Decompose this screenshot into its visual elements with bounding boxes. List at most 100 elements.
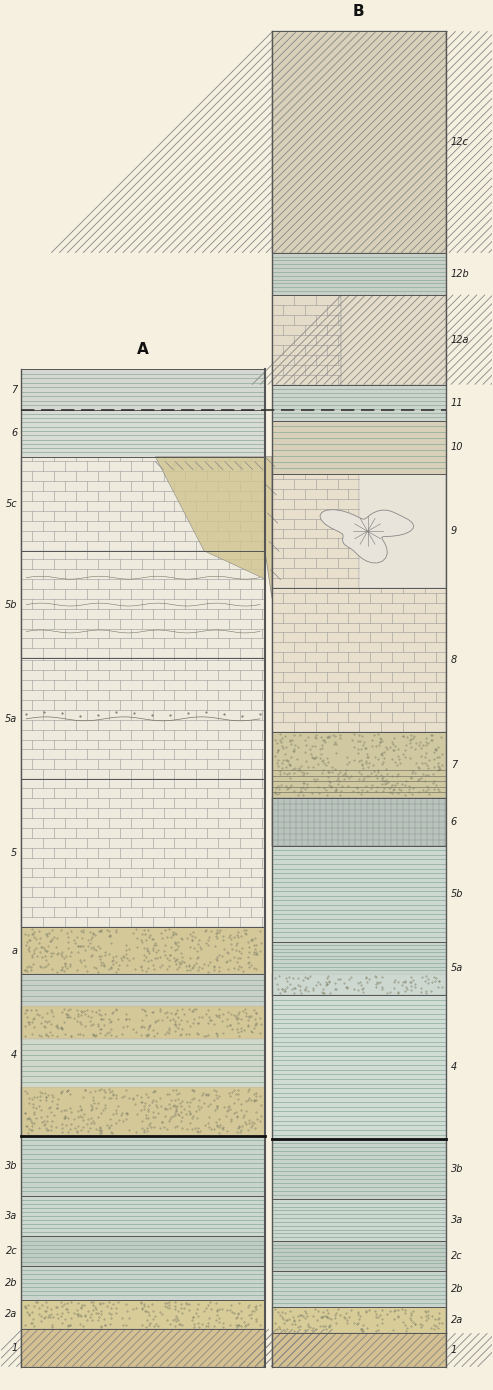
- Point: [174, 934, 182, 956]
- Point: [79, 922, 87, 944]
- Point: [430, 777, 438, 799]
- Point: [123, 1300, 131, 1322]
- Point: [92, 958, 100, 980]
- Point: [234, 958, 242, 980]
- Point: [398, 973, 406, 995]
- Point: [97, 1102, 105, 1125]
- Point: [245, 1312, 252, 1334]
- Point: [201, 1093, 209, 1115]
- Point: [271, 966, 279, 988]
- Point: [357, 974, 365, 997]
- Point: [414, 769, 422, 791]
- Point: [170, 1094, 178, 1116]
- Point: [210, 1315, 218, 1337]
- Point: [185, 955, 193, 977]
- Point: [189, 1080, 197, 1102]
- Point: [213, 1304, 221, 1326]
- Point: [66, 1083, 74, 1105]
- Point: [32, 999, 39, 1022]
- Point: [407, 1315, 415, 1337]
- Point: [431, 1308, 439, 1330]
- Point: [204, 1294, 212, 1316]
- Point: [325, 726, 333, 748]
- Point: [174, 1017, 182, 1040]
- Point: [26, 1093, 34, 1115]
- Point: [389, 738, 397, 760]
- Point: [291, 734, 299, 756]
- Point: [146, 1112, 154, 1134]
- Point: [255, 1084, 263, 1106]
- Text: 3b: 3b: [5, 1161, 17, 1170]
- Point: [166, 1108, 174, 1130]
- Point: [252, 1002, 260, 1024]
- Point: [252, 1311, 260, 1333]
- Point: [92, 1026, 100, 1048]
- Point: [368, 728, 376, 751]
- Point: [43, 1105, 51, 1127]
- Point: [407, 728, 415, 751]
- Point: [149, 937, 157, 959]
- Point: [351, 735, 358, 758]
- Point: [96, 1116, 104, 1138]
- Point: [286, 755, 294, 777]
- Point: [416, 731, 424, 753]
- Point: [35, 1118, 43, 1140]
- Point: [77, 1305, 85, 1327]
- Point: [161, 934, 169, 956]
- Point: [140, 949, 148, 972]
- Text: 5b: 5b: [5, 599, 17, 610]
- Point: [319, 977, 327, 999]
- Text: 2c: 2c: [6, 1245, 17, 1257]
- Point: [423, 755, 431, 777]
- Point: [429, 771, 437, 794]
- Point: [237, 924, 245, 947]
- Point: [274, 1301, 282, 1323]
- Point: [252, 1012, 260, 1034]
- Point: [58, 955, 66, 977]
- Point: [164, 1001, 172, 1023]
- Point: [101, 1080, 108, 1102]
- Point: [250, 1090, 258, 1112]
- Point: [204, 1312, 212, 1334]
- Point: [213, 1095, 221, 1118]
- Point: [240, 1104, 248, 1126]
- Point: [152, 1094, 160, 1116]
- Point: [27, 959, 35, 981]
- Point: [83, 1113, 91, 1136]
- Point: [239, 1105, 246, 1127]
- Point: [215, 1311, 223, 1333]
- Point: [189, 1012, 197, 1034]
- Point: [195, 1088, 203, 1111]
- Point: [250, 1016, 258, 1038]
- Point: [125, 1308, 133, 1330]
- Point: [163, 1297, 171, 1319]
- Point: [27, 999, 35, 1022]
- Point: [105, 1291, 113, 1314]
- Point: [36, 927, 44, 949]
- Point: [435, 780, 443, 802]
- Point: [101, 1081, 109, 1104]
- Point: [188, 929, 196, 951]
- Point: [84, 1300, 92, 1322]
- Point: [42, 1024, 50, 1047]
- Point: [332, 733, 340, 755]
- Point: [412, 1314, 420, 1336]
- Point: [343, 976, 351, 998]
- Point: [430, 966, 438, 988]
- Point: [101, 1094, 108, 1116]
- Point: [323, 1305, 331, 1327]
- Point: [123, 1102, 131, 1125]
- Point: [58, 958, 66, 980]
- Point: [238, 937, 246, 959]
- Point: [271, 730, 279, 752]
- Point: [185, 954, 193, 976]
- Point: [81, 1015, 89, 1037]
- Point: [286, 776, 294, 798]
- Point: [235, 955, 243, 977]
- Point: [211, 1004, 219, 1026]
- Point: [122, 1008, 130, 1030]
- Point: [319, 730, 327, 752]
- Point: [291, 758, 299, 780]
- Point: [362, 752, 370, 774]
- Point: [43, 1295, 51, 1318]
